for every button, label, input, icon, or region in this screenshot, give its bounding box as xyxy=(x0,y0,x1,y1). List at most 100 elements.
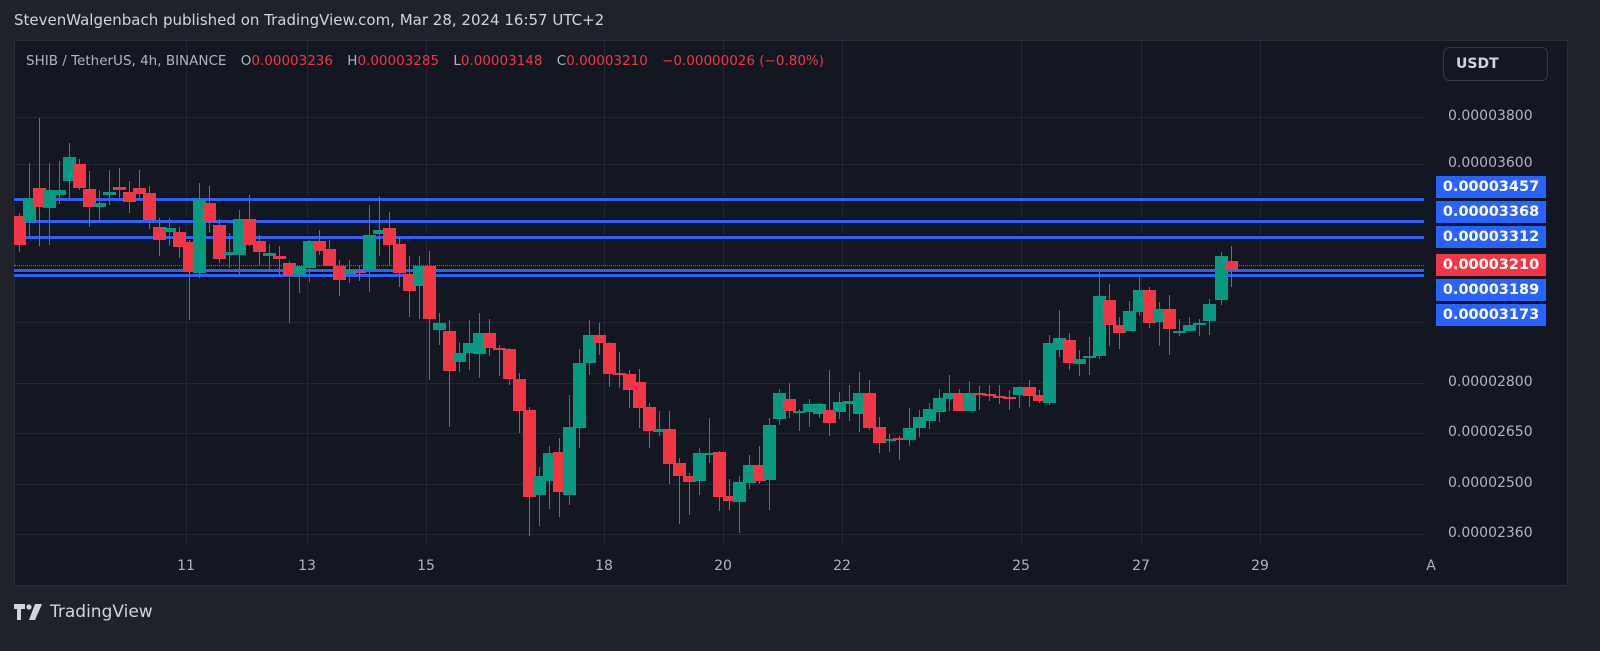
candle-body xyxy=(873,427,886,443)
horizontal-level-line[interactable] xyxy=(14,198,1424,201)
high-key: H xyxy=(347,53,358,69)
candle-body xyxy=(1043,343,1056,403)
candle-body xyxy=(273,256,286,259)
candle-body xyxy=(513,379,526,411)
current-price-line xyxy=(14,265,1424,266)
candle-body xyxy=(983,394,996,396)
price-tick-label: 0.00002500 xyxy=(1448,475,1533,491)
candle-body xyxy=(583,335,596,363)
candle-wick xyxy=(539,467,540,526)
candle-wick xyxy=(1059,310,1060,357)
candle-body xyxy=(303,241,316,268)
candle-body xyxy=(1133,290,1146,312)
candle-body xyxy=(943,393,956,399)
horizontal-level-line[interactable] xyxy=(14,274,1424,277)
candle-body xyxy=(1203,304,1216,321)
candle-body xyxy=(1033,395,1046,401)
candle-wick xyxy=(679,458,680,524)
horizontal-level-line[interactable] xyxy=(14,236,1424,239)
candle-body xyxy=(103,192,116,195)
candle-body xyxy=(1013,387,1026,395)
currency-unit-button[interactable]: USDT xyxy=(1443,47,1548,81)
candle-body xyxy=(953,393,966,411)
candle-wick xyxy=(139,170,140,200)
price-axis-separator xyxy=(1424,40,1425,546)
candle-body xyxy=(1153,309,1166,322)
candle-body xyxy=(1143,290,1156,323)
candle-body xyxy=(223,252,236,255)
price-tick-label: 0.00002360 xyxy=(1448,525,1533,541)
candle-body xyxy=(883,439,896,441)
candle-wick xyxy=(39,118,40,246)
open-key: O xyxy=(240,53,252,69)
time-tick-label: 29 xyxy=(1251,558,1269,574)
candle-body xyxy=(1093,296,1106,356)
candle-wick xyxy=(169,218,170,246)
candle-body xyxy=(893,438,906,440)
candle-body xyxy=(963,393,976,411)
level-price-label: 0.00003189 xyxy=(1436,279,1546,301)
candle-body xyxy=(573,363,586,428)
close-key: C xyxy=(556,53,567,69)
horizontal-level-line[interactable] xyxy=(14,220,1424,223)
candle-body xyxy=(183,242,196,272)
tradingview-logo-text: TradingView xyxy=(50,602,153,622)
high-value: 0.00003285 xyxy=(357,53,440,69)
tradingview-logo-icon xyxy=(14,604,42,620)
candle-body xyxy=(1023,387,1036,396)
time-tick-label: A xyxy=(1426,558,1436,574)
candle-body xyxy=(1193,323,1206,325)
candle-body xyxy=(973,393,986,395)
candle-body xyxy=(493,348,506,350)
time-tick-label: 13 xyxy=(298,558,316,574)
candle-body xyxy=(93,203,106,207)
candle-body xyxy=(63,157,76,181)
candle-body xyxy=(123,192,136,202)
candle-body xyxy=(213,225,226,259)
candle-body xyxy=(313,241,326,251)
candle-body xyxy=(333,266,346,280)
level-price-label: 0.00003173 xyxy=(1436,304,1546,326)
candle-body xyxy=(523,410,536,497)
open-value: 0.00003236 xyxy=(251,53,333,69)
candle-body xyxy=(373,230,386,234)
candle-body xyxy=(1083,356,1096,358)
candle-body xyxy=(233,219,246,255)
level-price-label: 0.00003368 xyxy=(1436,201,1546,223)
candle-body xyxy=(713,452,726,497)
candle-body xyxy=(503,349,516,379)
time-tick-label: 18 xyxy=(595,558,613,574)
level-price-label: 0.00003312 xyxy=(1436,226,1546,248)
candle-wick xyxy=(119,168,120,198)
candle-body xyxy=(423,266,436,319)
candle-body xyxy=(923,409,936,421)
chart-plot-area[interactable] xyxy=(14,40,1424,546)
candle-body xyxy=(733,482,746,502)
tradingview-logo[interactable]: TradingView xyxy=(14,602,153,622)
level-price-label: 0.00003457 xyxy=(1436,176,1546,198)
time-tick-label: 22 xyxy=(833,558,851,574)
candle-body xyxy=(253,241,266,252)
candle-body xyxy=(363,235,376,270)
grid-line-horizontal xyxy=(14,383,1424,384)
close-value: 0.00003210 xyxy=(566,53,648,69)
candle-body xyxy=(173,232,186,247)
candle-body xyxy=(693,453,706,481)
candle-body xyxy=(1123,311,1136,331)
current-price-label: 0.00003210 xyxy=(1436,254,1546,276)
candle-body xyxy=(453,353,466,362)
candle-wick xyxy=(659,411,660,436)
candle-body xyxy=(813,404,826,414)
candle-body xyxy=(293,266,306,276)
time-tick-label: 11 xyxy=(177,558,195,574)
candle-body xyxy=(623,374,636,390)
candle-body xyxy=(73,164,86,188)
time-tick-label: 20 xyxy=(714,558,732,574)
candle-body xyxy=(283,263,296,276)
grid-line-horizontal xyxy=(14,433,1424,434)
candle-body xyxy=(143,193,156,220)
price-tick-label: 0.00003800 xyxy=(1448,108,1533,124)
candle-body xyxy=(133,188,146,194)
grid-line-vertical xyxy=(723,40,724,546)
horizontal-level-line[interactable] xyxy=(14,269,1424,272)
